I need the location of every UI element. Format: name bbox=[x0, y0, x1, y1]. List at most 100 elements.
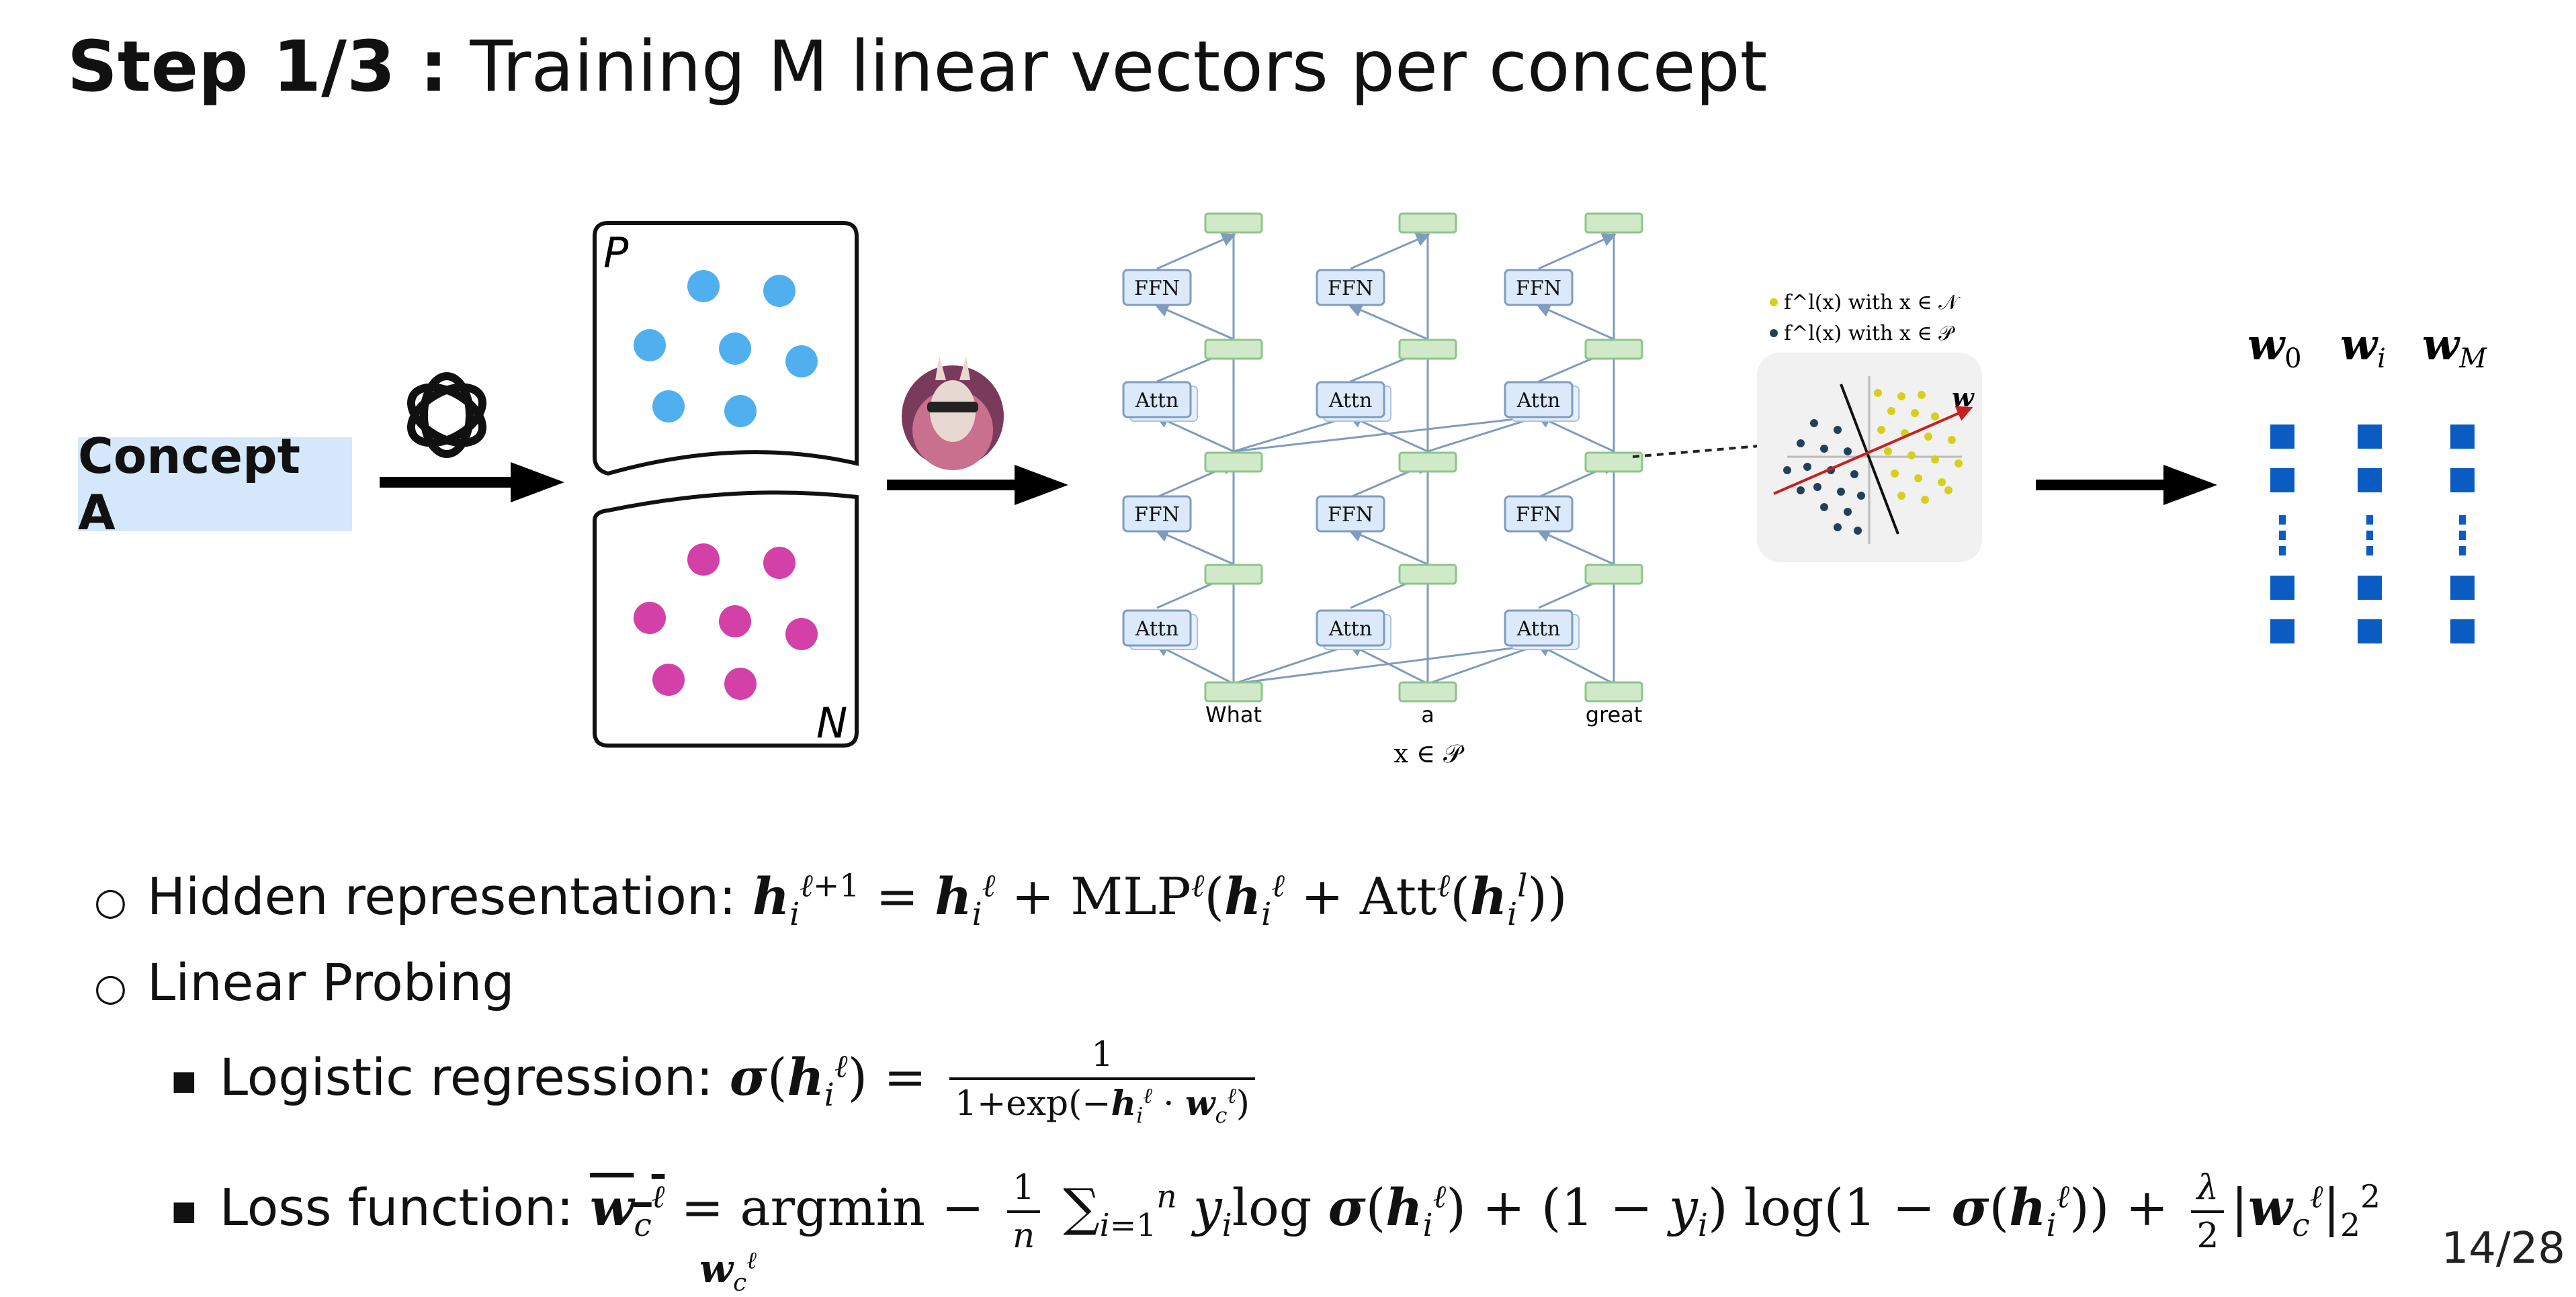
llama-avatar-icon bbox=[902, 356, 1004, 470]
residual-node bbox=[1204, 681, 1263, 703]
probe-dot-positive bbox=[1783, 466, 1791, 474]
page-number: 14/28 bbox=[2441, 1224, 2565, 1273]
vector-label-0: w0 bbox=[2247, 320, 2302, 374]
probe-dot-positive bbox=[1834, 426, 1842, 434]
residual-node bbox=[1398, 451, 1457, 473]
vector-cell bbox=[2270, 619, 2294, 643]
probe-dot-negative bbox=[1938, 478, 1946, 486]
legend-positive: f^l(x) with x ∈ 𝒫 bbox=[1784, 322, 1955, 345]
arrow-probe-to-vectors bbox=[2036, 465, 2217, 505]
probe-dot-positive bbox=[1837, 488, 1845, 496]
probe-dot-negative bbox=[1907, 451, 1916, 459]
transformer-blocks: FFN Attn FFN Attn FFN Attn FFN Attn FFN Attn FFN At… bbox=[1122, 212, 1643, 703]
vector-label-i: wi bbox=[2340, 320, 2386, 374]
probe-dot-negative bbox=[1918, 391, 1926, 399]
probe-dot-negative bbox=[1891, 469, 1899, 478]
vector-cell bbox=[2450, 424, 2475, 449]
legend-negative: f^l(x) with x ∈ 𝒩 bbox=[1784, 291, 1961, 314]
residual-node bbox=[1584, 339, 1643, 360]
negative-set-label: N bbox=[816, 699, 847, 748]
vector-label-m: wM bbox=[2422, 320, 2487, 374]
positive-dots bbox=[634, 270, 818, 427]
probe-dot-negative bbox=[1944, 486, 1952, 494]
arrow-sets-to-model bbox=[887, 465, 1068, 505]
ffn-block bbox=[1504, 495, 1574, 533]
probe-dot-negative bbox=[1955, 459, 1963, 467]
logistic-formula: σ(hiℓ) = 1 1+exp(−hiℓ · wcℓ) bbox=[730, 1034, 1262, 1128]
title-text: Training M linear vectors per concept bbox=[470, 26, 1768, 107]
argmin-subscript: wcℓ bbox=[699, 1246, 757, 1297]
probe-dot-negative bbox=[1914, 474, 1922, 482]
vector-ellipsis bbox=[2279, 515, 2286, 525]
probe-dot-positive bbox=[1797, 439, 1805, 447]
ffn-block bbox=[1122, 495, 1192, 533]
bullet-probing: ○ Linear Probing bbox=[94, 952, 515, 1012]
vector-cell bbox=[2450, 468, 2475, 492]
vector-cell bbox=[2358, 468, 2382, 492]
vector-cell bbox=[2450, 576, 2475, 600]
probe-dot-negative bbox=[1887, 407, 1895, 415]
vector-cell bbox=[2270, 576, 2294, 600]
probe-dot-positive bbox=[1844, 447, 1852, 455]
ffn-label: FFN bbox=[1134, 503, 1180, 527]
probe-dot-positive bbox=[1844, 508, 1852, 516]
ffn-label: FFN bbox=[1134, 277, 1180, 300]
probe-dot-positive bbox=[1797, 486, 1805, 494]
probe-dot-positive bbox=[1857, 492, 1865, 500]
token-what: What bbox=[1205, 702, 1262, 727]
vector-cell bbox=[2358, 619, 2382, 643]
probe-dot-negative bbox=[1884, 447, 1892, 455]
bullet-loss-label: Loss function: bbox=[219, 1177, 574, 1237]
vector-ellipsis bbox=[2366, 546, 2373, 555]
attn-block bbox=[1122, 381, 1192, 418]
concept-label: Concept A bbox=[78, 428, 301, 541]
probe-dot-positive bbox=[1820, 445, 1828, 453]
probe-panel: w bbox=[1757, 353, 1982, 562]
ffn-label: FFN bbox=[1328, 503, 1373, 527]
ffn-label: FFN bbox=[1516, 277, 1561, 300]
attn-block bbox=[1316, 381, 1385, 418]
residual-node bbox=[1398, 339, 1457, 360]
residual-node bbox=[1584, 212, 1643, 234]
probe-dot-positive bbox=[1850, 470, 1858, 478]
residual-node bbox=[1584, 451, 1643, 473]
vector-ellipsis bbox=[2459, 515, 2466, 525]
attn-block bbox=[1122, 609, 1192, 647]
ffn-label: FFN bbox=[1328, 277, 1373, 300]
probe-dot-negative bbox=[1924, 433, 1932, 441]
attn-label: Attn bbox=[1516, 389, 1561, 412]
attn-block bbox=[1316, 609, 1385, 647]
residual-node bbox=[1398, 564, 1457, 585]
ffn-block bbox=[1316, 269, 1385, 306]
probe-dot-negative bbox=[1931, 455, 1939, 463]
residual-node bbox=[1204, 564, 1263, 585]
concept-box: Concept A bbox=[78, 428, 352, 541]
hidden-formula: hiℓ+1 = hiℓ + MLPℓ(hiℓ + Attℓ(hil)) bbox=[752, 866, 1568, 934]
residual-node bbox=[1204, 212, 1263, 234]
attn-block bbox=[1504, 381, 1574, 418]
residual-node bbox=[1584, 564, 1643, 585]
transformer-graph bbox=[1154, 228, 1617, 685]
vector-labels: w0 wi wM bbox=[2247, 320, 2487, 374]
positive-set-card: P bbox=[593, 221, 859, 476]
probe-vector-label: w bbox=[1952, 382, 1975, 412]
linear-vectors bbox=[2270, 424, 2475, 643]
openai-logo-icon bbox=[406, 372, 487, 458]
probe-dot-negative bbox=[1921, 496, 1929, 504]
probe-dot-positive bbox=[1813, 483, 1821, 491]
vector-ellipsis bbox=[2279, 546, 2286, 555]
slide-title: Step 1/3 : Training M linear vectors per… bbox=[67, 26, 1767, 107]
probe-dot-positive bbox=[1810, 419, 1818, 427]
residual-node bbox=[1204, 451, 1263, 473]
probe-dot-positive bbox=[1820, 503, 1828, 511]
ffn-block bbox=[1122, 269, 1192, 306]
attn-block bbox=[1504, 609, 1574, 647]
negative-dots bbox=[634, 543, 818, 700]
vector-cell bbox=[2270, 468, 2294, 492]
attn-label: Attn bbox=[1516, 617, 1561, 641]
attn-label: Attn bbox=[1135, 617, 1179, 641]
negative-set-card: N bbox=[593, 490, 859, 748]
vector-ellipsis bbox=[2459, 531, 2466, 540]
